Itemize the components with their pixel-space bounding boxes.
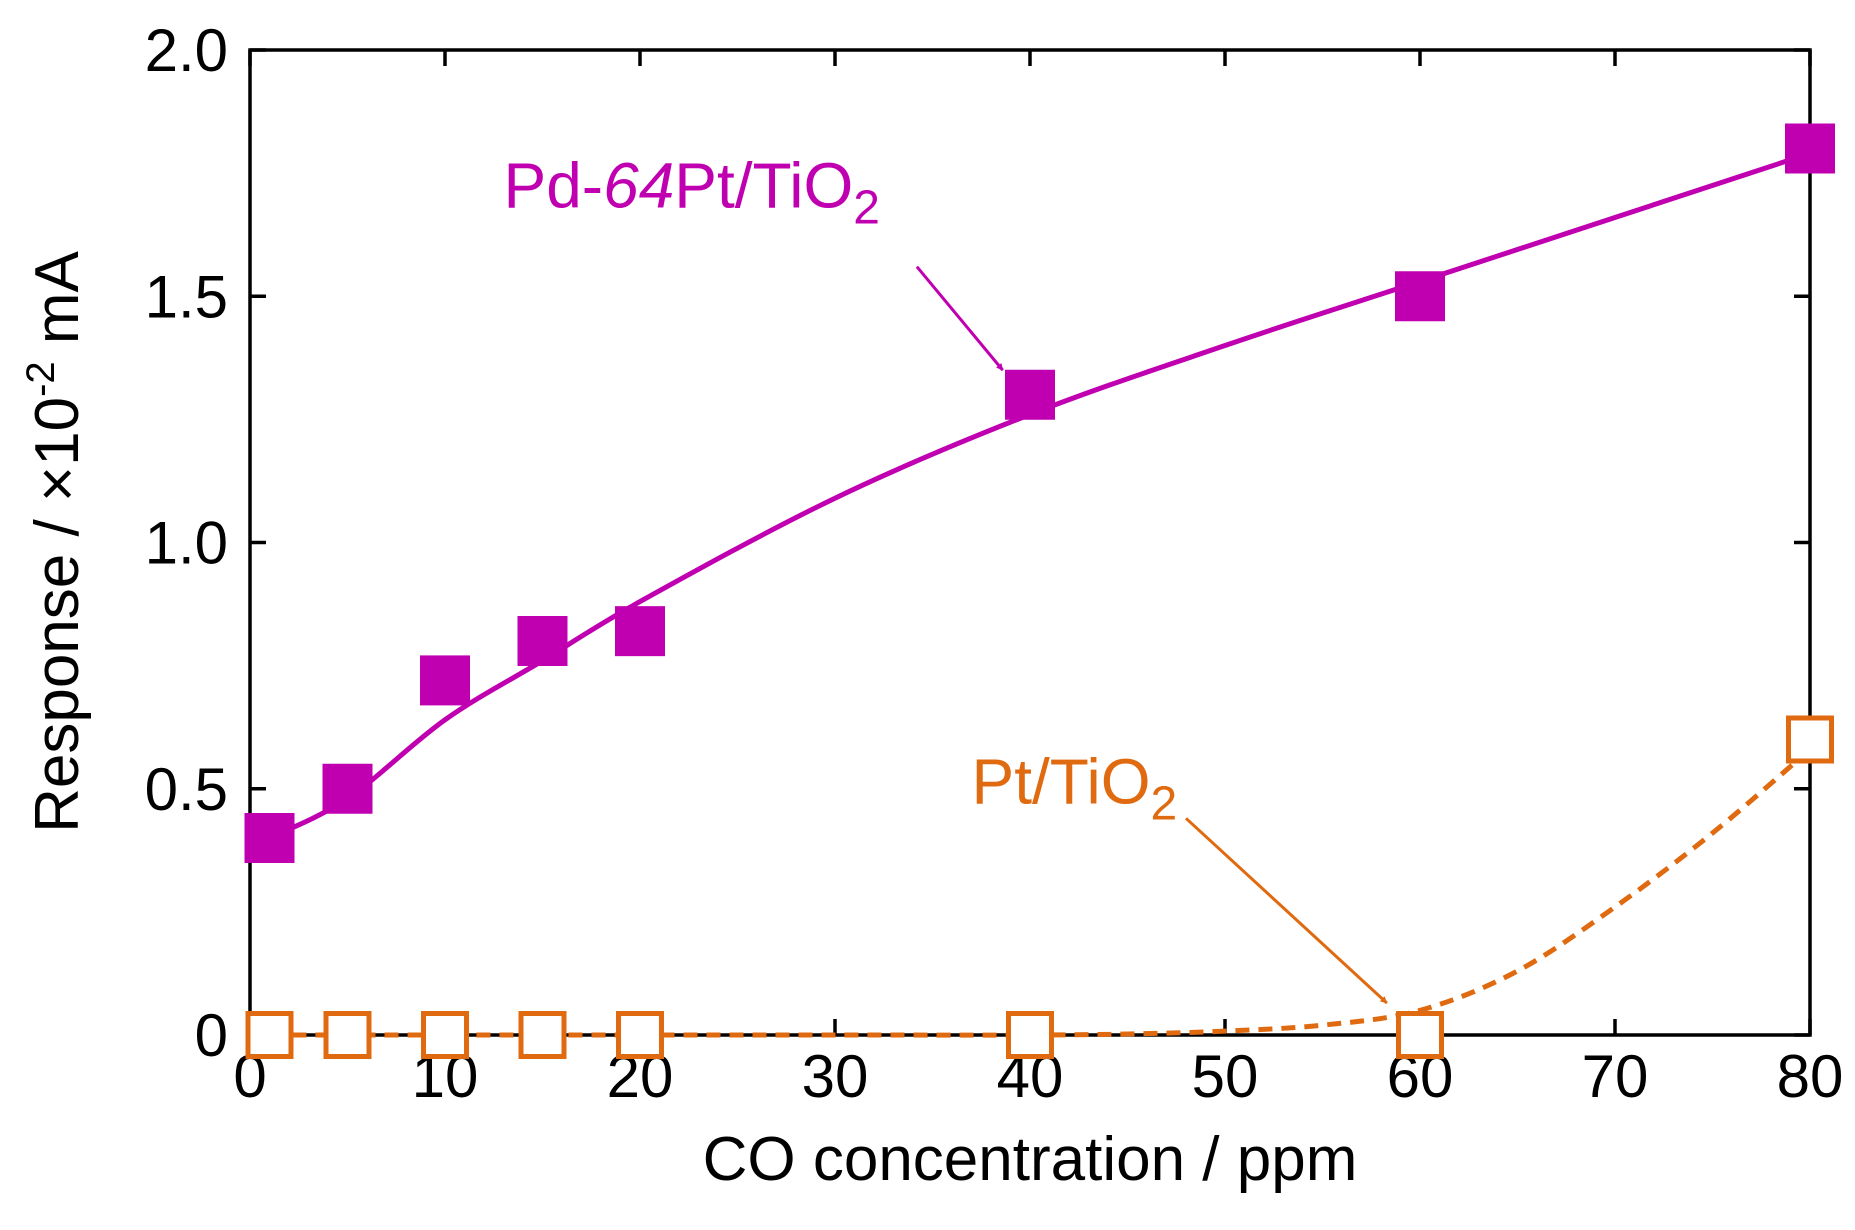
x-axis-title: CO concentration / ppm bbox=[703, 1125, 1358, 1194]
series-1-point bbox=[323, 1011, 372, 1059]
y-tick-label: 1.0 bbox=[145, 510, 228, 577]
series-0-point bbox=[1785, 123, 1835, 174]
series-1-label-arrow bbox=[1184, 817, 1388, 1005]
plot-frame bbox=[248, 48, 1812, 1037]
series-0-point bbox=[244, 813, 295, 863]
series-1-point bbox=[616, 1011, 664, 1059]
series-1-point bbox=[1786, 715, 1834, 764]
x-tick-label: 70 bbox=[1582, 1043, 1649, 1110]
series-0-point bbox=[322, 763, 373, 814]
data-markers bbox=[244, 123, 1835, 1059]
y-axis-title: Response / ×10-2 mA bbox=[19, 250, 92, 832]
series-1-label: Pt/TiO2 bbox=[972, 746, 1178, 831]
series-0-point bbox=[420, 655, 470, 706]
series-1-fit-line bbox=[269, 747, 1812, 1038]
series-1-point bbox=[1006, 1011, 1054, 1059]
series-0-point bbox=[615, 606, 665, 657]
y-tick-label: 2.0 bbox=[145, 17, 228, 84]
x-axis-tick-labels: 0 10 20 30 40 50 60 70 80 bbox=[233, 1043, 1843, 1110]
x-tick-label: 50 bbox=[1192, 1043, 1259, 1110]
y-axis-title-unit: mA bbox=[23, 250, 92, 361]
series-0-point bbox=[1395, 271, 1445, 322]
y-axis-title-text: Response / ×10 bbox=[23, 397, 92, 833]
series-0-label-arrow bbox=[915, 265, 1004, 372]
y-axis-ticks bbox=[250, 48, 1810, 1037]
x-axis-ticks bbox=[248, 50, 1812, 1035]
y-tick-label: 0.5 bbox=[145, 756, 228, 823]
y-tick-label: 0 bbox=[195, 1002, 228, 1069]
x-tick-label: 30 bbox=[802, 1043, 869, 1110]
series-0-fit-line bbox=[268, 151, 1811, 841]
series-0-point bbox=[1005, 369, 1055, 420]
annotations: Pd-64Pt/TiO2 Pt/TiO2 bbox=[504, 150, 1388, 1005]
y-tick-label: 1.5 bbox=[145, 263, 228, 330]
y-axis-tick-labels: 0 0.5 1.0 1.5 2.0 bbox=[145, 17, 228, 1069]
fit-curves bbox=[268, 151, 1812, 1038]
x-tick-label: 80 bbox=[1777, 1043, 1844, 1110]
series-0-point bbox=[517, 616, 568, 666]
series-1-point bbox=[421, 1011, 469, 1059]
series-1-point bbox=[245, 1011, 294, 1059]
series-1-point bbox=[1396, 1011, 1444, 1059]
series-0-label: Pd-64Pt/TiO2 bbox=[504, 150, 880, 235]
y-axis-title-superscript: -2 bbox=[19, 361, 63, 397]
series-1-point bbox=[518, 1011, 567, 1059]
